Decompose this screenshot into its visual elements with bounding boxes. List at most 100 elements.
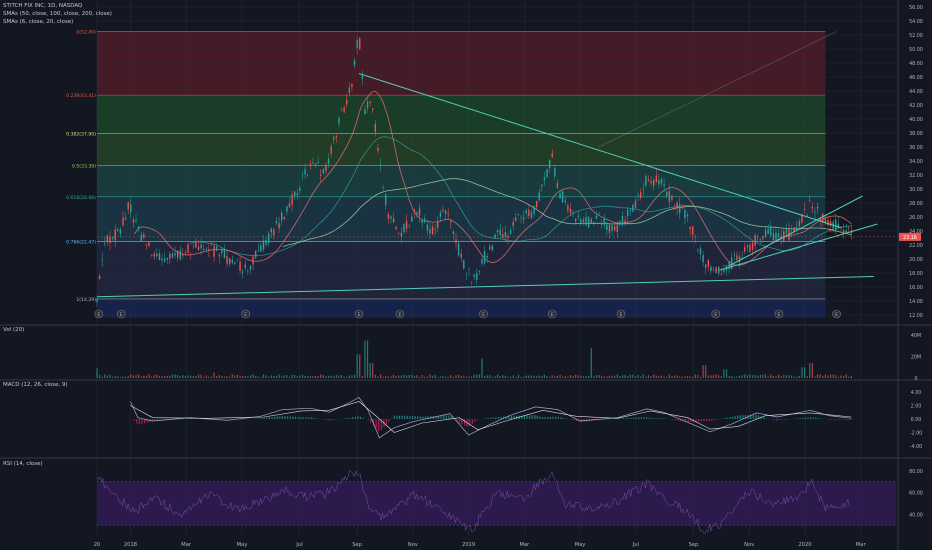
macd-histogram-bar [651, 418, 653, 419]
volume-bar [538, 375, 540, 378]
candle-body [215, 246, 218, 251]
y-tick-label: 32.00 [909, 173, 923, 179]
macd-histogram-bar [367, 419, 369, 421]
volume-bar [408, 374, 410, 378]
earnings-marker-label: E [778, 312, 781, 318]
candle-body [444, 210, 447, 214]
volume-bar [457, 374, 460, 378]
candle-body [340, 110, 343, 111]
y-tick-label: 40.00 [909, 117, 923, 123]
candle-body [260, 245, 262, 252]
earnings-marker-label: E [398, 312, 401, 318]
candle-body [835, 219, 837, 231]
macd-histogram-bar [261, 418, 263, 419]
macd-histogram-bar [458, 419, 460, 424]
sma-short-study-legend[interactable]: SMAs (6, close, 20, close) [3, 19, 74, 25]
candle-body [728, 261, 730, 270]
macd-histogram-bar [398, 415, 401, 419]
candle-body [257, 250, 259, 251]
volume-bar [361, 376, 363, 378]
volume-bar [398, 375, 400, 378]
candle-body [169, 253, 171, 259]
volume-bar [109, 374, 111, 378]
x-tick-label: Jul [295, 542, 302, 548]
candle-body [241, 271, 244, 273]
macd-histogram-bar [240, 419, 242, 420]
candle-body [663, 184, 665, 186]
candle-body [267, 233, 270, 244]
volume-bar [223, 376, 226, 378]
candle-body [647, 179, 650, 181]
earnings-marker-label: E [482, 312, 485, 318]
volume-y-tick: 40M [911, 333, 921, 339]
volume-bar [421, 374, 423, 378]
y-tick-label: 20.00 [909, 257, 923, 263]
candle-body [403, 224, 405, 233]
volume-bar [770, 374, 772, 378]
candle-body [546, 169, 548, 178]
volume-bar [366, 340, 369, 378]
candle-body [333, 137, 335, 140]
y-tick-label: 18.00 [909, 271, 923, 277]
volume-bar [741, 375, 743, 378]
candle-body [460, 253, 462, 258]
candle-body [603, 218, 605, 225]
macd-histogram-bar [812, 417, 814, 419]
candle-body [572, 212, 574, 213]
candle-body [697, 250, 699, 251]
volume-bar [229, 376, 231, 378]
volume-bar [317, 376, 319, 378]
volume-bar [351, 375, 353, 378]
candle-body [845, 230, 847, 233]
candle-body [796, 226, 798, 229]
candle-body [439, 212, 442, 217]
macd-histogram-bar [643, 417, 645, 419]
volume-bar [621, 375, 624, 378]
rsi-pane-title[interactable]: RSI (14, close) [3, 461, 43, 467]
fib-level-label: 0.236(43.41) [66, 93, 96, 99]
volume-bar [125, 376, 127, 378]
candle-body [156, 253, 158, 256]
volume-pane-title[interactable]: Vol (20) [3, 327, 25, 333]
candle-body [405, 220, 408, 229]
symbol-title: STITCH FIX INC, 1D, NASDAQ [3, 3, 83, 9]
macd-histogram-bar [659, 418, 661, 419]
candle-body [819, 217, 821, 221]
volume-bar [541, 376, 543, 378]
volume-bar [288, 376, 291, 378]
macd-histogram-bar [536, 415, 538, 419]
macd-pane-title[interactable]: MACD (12, 26, close, 9) [3, 382, 68, 388]
candle-body [764, 230, 767, 237]
candle-body [520, 217, 522, 218]
candle-body [658, 180, 660, 185]
candle-body [106, 235, 109, 242]
volume-bar [608, 375, 611, 378]
candle-body [715, 267, 717, 273]
x-tick-label: May [237, 542, 248, 548]
y-tick-label: 50.00 [909, 47, 923, 53]
volume-bar [210, 376, 213, 378]
macd-y-tick: -2.00 [910, 430, 922, 436]
candle-body [392, 218, 395, 223]
volume-bar [333, 376, 335, 378]
candle-body [463, 259, 465, 269]
macd-histogram-bar [640, 417, 643, 419]
volume-bar [848, 376, 850, 378]
volume-bar [827, 375, 829, 378]
candle-body [481, 258, 483, 264]
volume-bar [426, 376, 428, 378]
candle-body [366, 101, 369, 108]
candle-body [569, 208, 572, 214]
sma-study-legend[interactable]: SMAs (50, close, 100, close, 200, close) [3, 11, 112, 17]
macd-histogram-bar [776, 419, 778, 421]
macd-histogram-bar [154, 419, 156, 422]
macd-histogram-bar [484, 418, 486, 419]
volume-bar [312, 376, 314, 378]
candle-body [574, 218, 577, 222]
macd-histogram-bar [846, 419, 848, 420]
volume-bar [379, 374, 382, 378]
candle-body [153, 253, 155, 257]
volume-bar [551, 375, 553, 378]
candle-body [189, 254, 192, 256]
